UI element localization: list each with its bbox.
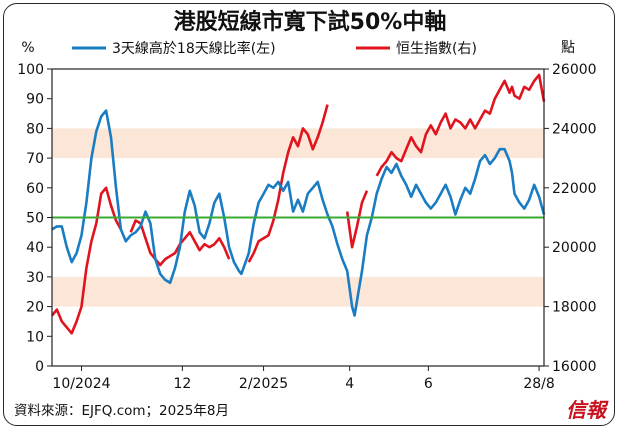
shaded-band-1 bbox=[52, 276, 544, 307]
legend: 3天線高於18天線比率(左) 恒生指數(右) bbox=[72, 40, 477, 57]
publisher-logo: 信報 bbox=[566, 398, 609, 422]
legend-label-breadth: 3天線高於18天線比率(左) bbox=[112, 40, 276, 57]
left-tick-label: 10 bbox=[26, 329, 44, 345]
left-tick-label: 30 bbox=[26, 270, 44, 286]
left-tick-label: 40 bbox=[26, 240, 44, 256]
right-tick-label: 26000 bbox=[552, 62, 597, 78]
left-tick-label: 60 bbox=[26, 181, 44, 197]
right-tick-label: 22000 bbox=[552, 181, 597, 197]
left-tick-label: 70 bbox=[26, 151, 44, 167]
left-tick-label: 80 bbox=[26, 121, 44, 137]
right-tick-label: 20000 bbox=[552, 240, 597, 256]
left-tick-label: 0 bbox=[35, 359, 44, 375]
source-note: 資料來源：EJFQ.com；2025年8月 bbox=[14, 403, 229, 419]
left-tick-label: 20 bbox=[26, 300, 44, 316]
x-tick-label: 6 bbox=[424, 376, 433, 392]
series-line-breadth bbox=[51, 109, 546, 317]
x-tick-label: 10/2024 bbox=[52, 376, 110, 392]
left-tick-label: 100 bbox=[17, 62, 44, 78]
right-tick-label: 24000 bbox=[552, 121, 597, 137]
x-tick-label: 28/8 bbox=[523, 376, 554, 392]
x-tick-label: 2/2025 bbox=[239, 376, 288, 392]
right-axis-unit: 點 bbox=[561, 40, 575, 56]
chart-frame bbox=[3, 3, 615, 426]
legend-label-hsi: 恒生指數(右) bbox=[396, 41, 477, 57]
chart-title: 港股短線市寬下試50%中軸 bbox=[174, 9, 447, 35]
plot-border bbox=[51, 68, 545, 367]
left-tick-label: 90 bbox=[26, 92, 44, 108]
x-tick-label: 4 bbox=[345, 376, 354, 392]
right-tick-label: 18000 bbox=[552, 300, 597, 316]
right-tick-label: 16000 bbox=[552, 359, 597, 375]
left-axis-unit: % bbox=[21, 40, 34, 56]
plot-area: 0 10 20 30 40 50 60 70 80 90 100 16000 18000 20000 220… bbox=[17, 62, 596, 392]
x-tick-label: 12 bbox=[173, 376, 191, 392]
left-tick-label: 50 bbox=[26, 211, 44, 227]
